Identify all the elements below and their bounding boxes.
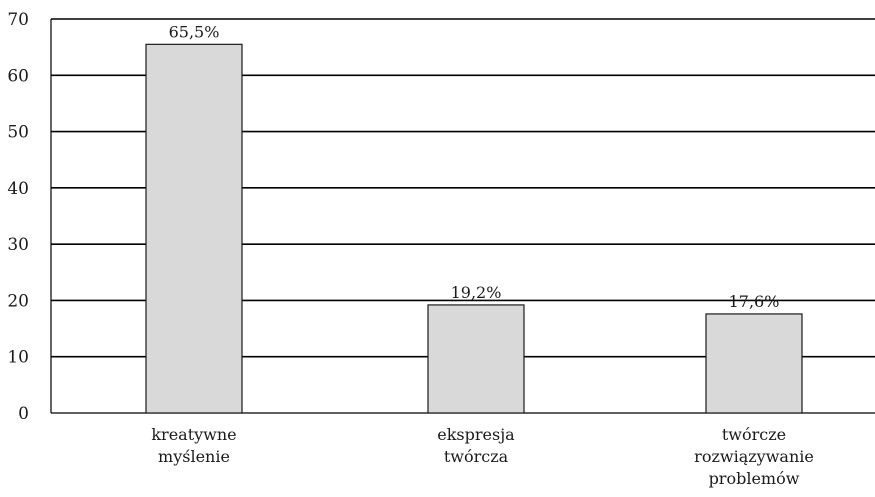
y-tick-label: 10 xyxy=(7,348,29,368)
y-axis-ticks: 0 10 20 30 40 50 60 70 xyxy=(7,10,29,424)
y-tick-label: 20 xyxy=(7,291,29,311)
category-label-1-line-1: kreatywne xyxy=(151,425,236,444)
category-label-1-line-2: myślenie xyxy=(158,447,230,466)
category-label-3-line-3: problemów xyxy=(709,469,800,488)
data-labels: 65,5% 19,2% 17,6% xyxy=(169,22,780,311)
y-tick-label: 60 xyxy=(7,66,29,86)
y-tick-label: 50 xyxy=(7,123,29,143)
y-tick-label: 30 xyxy=(7,235,29,255)
data-label-3: 17,6% xyxy=(729,292,780,311)
data-label-1: 65,5% xyxy=(169,22,220,41)
category-label-2-line-2: twórcza xyxy=(444,447,509,466)
y-tick-label: 0 xyxy=(18,404,29,424)
category-label-2-line-1: ekspresja xyxy=(437,425,515,444)
bar-3 xyxy=(705,313,803,414)
y-tick-label: 40 xyxy=(7,179,29,199)
y-tick-label: 70 xyxy=(7,10,29,30)
bar-2 xyxy=(427,304,525,414)
category-label-3-line-2: rozwiązywanie xyxy=(694,447,814,466)
data-label-2: 19,2% xyxy=(451,283,502,302)
category-labels: kreatywne myślenie ekspresja twórcza twórcze… xyxy=(151,425,813,488)
category-label-3-line-1: twórcze xyxy=(722,425,786,444)
bar-1 xyxy=(145,43,243,414)
bars xyxy=(145,43,803,414)
